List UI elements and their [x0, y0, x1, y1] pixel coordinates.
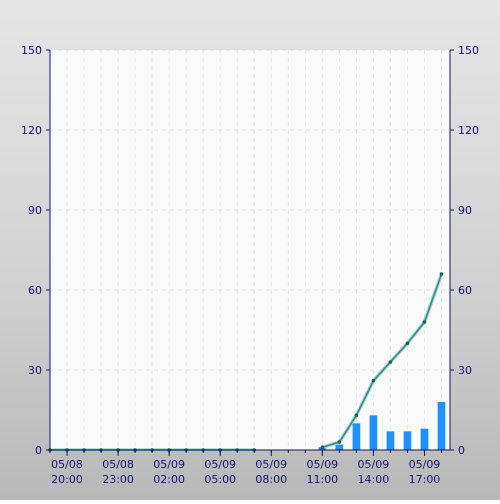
x-tick-label-time: 02:00	[153, 473, 185, 486]
bar	[352, 423, 361, 450]
data-point	[405, 341, 410, 346]
y-tick-label-right: 120	[458, 124, 479, 137]
data-point	[439, 272, 444, 276]
x-tick-label-time: 11:00	[306, 473, 338, 486]
y-tick-label-right: 30	[458, 364, 472, 377]
x-tick-label-time: 23:00	[102, 473, 134, 486]
bar	[335, 444, 344, 450]
x-tick-label-date: 05/09	[255, 458, 287, 471]
y-tick-label: 60	[28, 284, 42, 297]
plot-area	[50, 50, 450, 450]
data-point	[337, 440, 342, 444]
x-tick-label-time: 17:00	[409, 473, 441, 486]
grid	[49, 49, 450, 450]
data-point	[371, 378, 376, 383]
bar	[403, 431, 412, 450]
x-tick-label-time: 20:00	[51, 473, 83, 486]
bar	[369, 415, 378, 450]
x-tick-label-date: 05/09	[204, 458, 236, 471]
x-tick-label-date: 05/09	[409, 458, 441, 471]
y-tick-label: 0	[35, 444, 42, 457]
y-tick-label: 90	[28, 204, 42, 217]
y-tick-label-right: 90	[458, 204, 472, 217]
data-point	[320, 445, 325, 450]
x-tick-label-time: 14:00	[358, 473, 390, 486]
bar	[420, 428, 429, 450]
y-tick-label-right: 60	[458, 284, 472, 297]
data-point	[354, 413, 359, 418]
x-tick-label-date: 05/09	[153, 458, 185, 471]
bar	[386, 431, 395, 450]
x-tick-label-date: 05/08	[51, 458, 83, 471]
y-tick-label-right: 0	[458, 444, 465, 457]
x-tick-label-date: 05/09	[306, 458, 338, 471]
data-point	[388, 360, 393, 364]
x-tick-label-date: 05/09	[358, 458, 390, 471]
series-line	[322, 273, 443, 449]
y-tick-label-right: 150	[458, 44, 479, 57]
x-tick-label-time: 05:00	[204, 473, 236, 486]
x-tick-label-date: 05/08	[102, 458, 134, 471]
x-tick-label-time: 08:00	[255, 473, 287, 486]
y-tick-label: 120	[21, 124, 42, 137]
axes: 0 0 30 30 60 60 90 90 120 120 150 150 05/08 20:00 05/0…	[21, 44, 479, 486]
data-point	[422, 320, 427, 324]
y-tick-label: 150	[21, 44, 42, 57]
bar	[437, 402, 446, 450]
y-tick-label: 30	[28, 364, 42, 377]
